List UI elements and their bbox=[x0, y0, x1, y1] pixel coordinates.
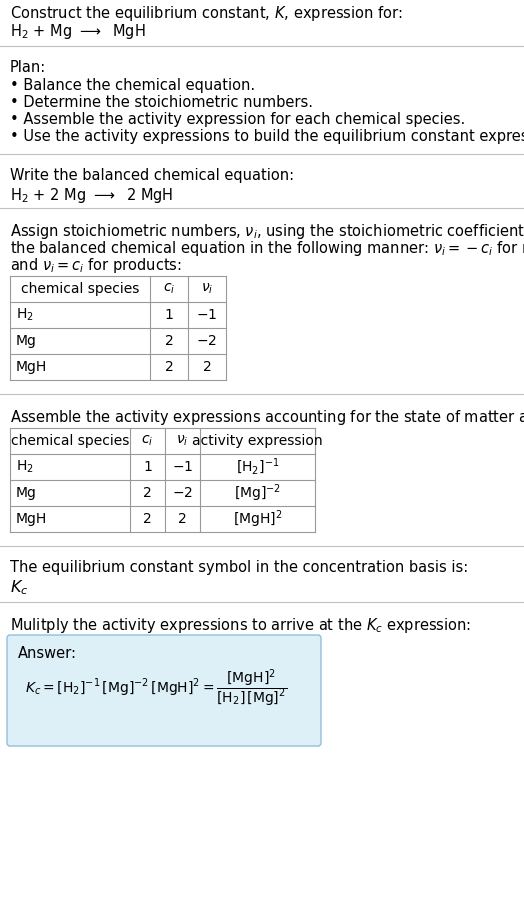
Text: Construct the equilibrium constant, $K$, expression for:: Construct the equilibrium constant, $K$,… bbox=[10, 4, 402, 23]
Text: $c_i$: $c_i$ bbox=[163, 281, 175, 296]
Text: $-2$: $-2$ bbox=[172, 486, 193, 500]
Text: • Balance the chemical equation.: • Balance the chemical equation. bbox=[10, 78, 255, 93]
Text: and $\nu_i = c_i$ for products:: and $\nu_i = c_i$ for products: bbox=[10, 256, 182, 275]
Text: Answer:: Answer: bbox=[18, 646, 77, 661]
Text: The equilibrium constant symbol in the concentration basis is:: The equilibrium constant symbol in the c… bbox=[10, 560, 468, 575]
FancyBboxPatch shape bbox=[7, 635, 321, 746]
Text: $K_c$: $K_c$ bbox=[10, 578, 28, 597]
Text: $\mathrm{H_2}$: $\mathrm{H_2}$ bbox=[16, 307, 34, 324]
Text: • Use the activity expressions to build the equilibrium constant expression.: • Use the activity expressions to build … bbox=[10, 129, 524, 144]
Text: Mg: Mg bbox=[16, 486, 37, 500]
Text: Mg: Mg bbox=[16, 334, 37, 348]
Text: $c_i$: $c_i$ bbox=[141, 434, 154, 449]
Text: $[\mathrm{H_2}]^{-1}$: $[\mathrm{H_2}]^{-1}$ bbox=[236, 457, 279, 477]
Text: 2: 2 bbox=[143, 512, 152, 526]
Text: 2: 2 bbox=[165, 334, 173, 348]
Text: $K_c = [\mathrm{H_2}]^{-1}\,[\mathrm{Mg}]^{-2}\,[\mathrm{MgH}]^2 = \dfrac{[\math: $K_c = [\mathrm{H_2}]^{-1}\,[\mathrm{Mg}… bbox=[25, 667, 287, 708]
Text: MgH: MgH bbox=[16, 512, 47, 526]
Text: 2: 2 bbox=[143, 486, 152, 500]
Text: $\mathrm{H_2}$: $\mathrm{H_2}$ bbox=[16, 458, 34, 476]
Text: $-1$: $-1$ bbox=[172, 460, 193, 474]
Text: Write the balanced chemical equation:: Write the balanced chemical equation: bbox=[10, 168, 294, 183]
Text: $[\mathrm{MgH}]^2$: $[\mathrm{MgH}]^2$ bbox=[233, 508, 282, 530]
Text: Assemble the activity expressions accounting for the state of matter and $\nu_i$: Assemble the activity expressions accoun… bbox=[10, 408, 524, 427]
Text: 2: 2 bbox=[178, 512, 187, 526]
Text: • Assemble the activity expression for each chemical species.: • Assemble the activity expression for e… bbox=[10, 112, 465, 127]
Text: chemical species: chemical species bbox=[21, 282, 139, 296]
Text: $\mathrm{H_2}$ + 2 Mg $\longrightarrow$  2 MgH: $\mathrm{H_2}$ + 2 Mg $\longrightarrow$ … bbox=[10, 186, 173, 205]
Text: 1: 1 bbox=[165, 308, 173, 322]
Text: • Determine the stoichiometric numbers.: • Determine the stoichiometric numbers. bbox=[10, 95, 313, 110]
Text: 1: 1 bbox=[143, 460, 152, 474]
Text: Plan:: Plan: bbox=[10, 60, 46, 75]
Text: the balanced chemical equation in the following manner: $\nu_i = -c_i$ for react: the balanced chemical equation in the fo… bbox=[10, 239, 524, 258]
Text: MgH: MgH bbox=[16, 360, 47, 374]
Text: $-2$: $-2$ bbox=[196, 334, 217, 348]
Text: $\nu_i$: $\nu_i$ bbox=[176, 434, 189, 449]
Text: Assign stoichiometric numbers, $\nu_i$, using the stoichiometric coefficients, $: Assign stoichiometric numbers, $\nu_i$, … bbox=[10, 222, 524, 241]
Text: activity expression: activity expression bbox=[192, 434, 323, 448]
Text: 2: 2 bbox=[203, 360, 211, 374]
Text: chemical species: chemical species bbox=[11, 434, 129, 448]
Text: $[\mathrm{Mg}]^{-2}$: $[\mathrm{Mg}]^{-2}$ bbox=[234, 482, 281, 503]
Text: $-1$: $-1$ bbox=[196, 308, 217, 322]
Text: Mulitply the activity expressions to arrive at the $K_c$ expression:: Mulitply the activity expressions to arr… bbox=[10, 616, 471, 635]
Text: $\nu_i$: $\nu_i$ bbox=[201, 281, 213, 296]
Text: $\mathrm{H_2}$ + Mg $\longrightarrow$  MgH: $\mathrm{H_2}$ + Mg $\longrightarrow$ Mg… bbox=[10, 22, 146, 41]
Text: 2: 2 bbox=[165, 360, 173, 374]
